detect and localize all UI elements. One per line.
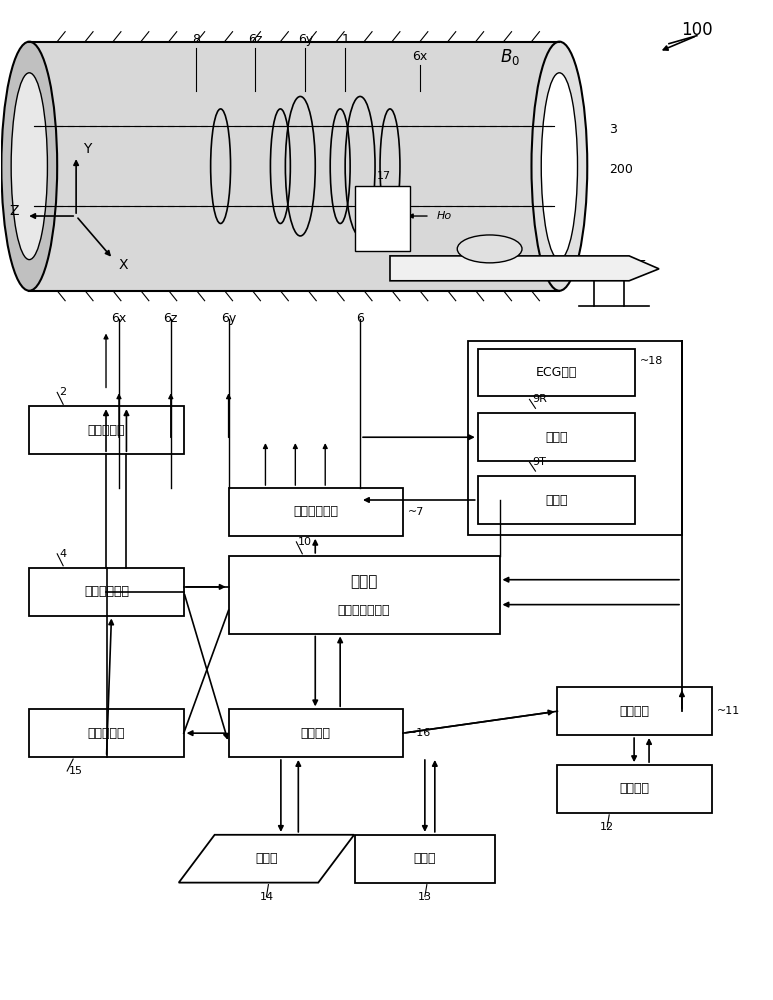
Text: 输入器: 输入器 — [255, 852, 278, 865]
Text: 13: 13 — [418, 892, 432, 902]
Text: 6: 6 — [356, 312, 364, 325]
Text: 声音发生器: 声音发生器 — [88, 727, 125, 740]
FancyBboxPatch shape — [29, 406, 184, 454]
FancyBboxPatch shape — [557, 687, 712, 735]
FancyBboxPatch shape — [29, 568, 184, 616]
FancyBboxPatch shape — [29, 709, 184, 757]
Text: 6z: 6z — [248, 33, 263, 46]
Ellipse shape — [532, 42, 587, 291]
Text: 6x: 6x — [111, 312, 127, 325]
FancyBboxPatch shape — [229, 556, 499, 634]
Text: Y: Y — [83, 142, 91, 156]
Text: 4: 4 — [60, 549, 66, 559]
Text: 6x: 6x — [412, 50, 427, 63]
Text: 主计算机: 主计算机 — [301, 727, 331, 740]
Text: 显示器: 显示器 — [414, 852, 436, 865]
FancyBboxPatch shape — [478, 349, 635, 396]
Text: 运算单元: 运算单元 — [620, 705, 649, 718]
Text: 9T: 9T — [533, 457, 547, 467]
Text: 9R: 9R — [533, 394, 547, 404]
Text: 200: 200 — [609, 163, 633, 176]
Text: 14: 14 — [260, 892, 274, 902]
FancyBboxPatch shape — [355, 835, 495, 883]
Text: 勾场线圈电源: 勾场线圈电源 — [84, 585, 129, 598]
Text: ~16: ~16 — [408, 728, 431, 738]
Ellipse shape — [11, 73, 47, 260]
Text: 12: 12 — [600, 822, 615, 832]
Text: 定序器: 定序器 — [350, 574, 378, 589]
FancyBboxPatch shape — [478, 413, 635, 461]
Ellipse shape — [458, 235, 522, 263]
Text: ~11: ~11 — [717, 706, 740, 716]
FancyBboxPatch shape — [229, 488, 403, 536]
Ellipse shape — [2, 42, 57, 291]
Text: 发送器: 发送器 — [545, 493, 567, 506]
FancyBboxPatch shape — [557, 765, 712, 813]
Text: 静磁场电源: 静磁场电源 — [88, 424, 125, 437]
Text: ~7: ~7 — [408, 507, 424, 517]
Text: （顺序控制器）: （顺序控制器） — [338, 604, 390, 617]
Text: ECG单元: ECG单元 — [536, 366, 577, 379]
Text: ~18: ~18 — [640, 356, 663, 366]
Text: X: X — [119, 258, 128, 272]
Text: 倾斜磁场电源: 倾斜磁场电源 — [293, 505, 339, 518]
Text: 10: 10 — [298, 537, 312, 547]
Text: 17: 17 — [377, 171, 391, 181]
FancyBboxPatch shape — [478, 476, 635, 524]
Text: 存储单元: 存储单元 — [620, 782, 649, 795]
Polygon shape — [179, 835, 354, 883]
FancyBboxPatch shape — [29, 42, 560, 291]
Text: 1: 1 — [341, 33, 349, 46]
Text: 2: 2 — [60, 387, 66, 397]
Text: Z: Z — [10, 204, 19, 218]
Text: 6z: 6z — [164, 312, 178, 325]
Text: 100: 100 — [681, 21, 713, 39]
Text: 8: 8 — [192, 33, 199, 46]
Text: 15: 15 — [69, 766, 83, 776]
Text: 6y: 6y — [221, 312, 237, 325]
Text: $B_0$: $B_0$ — [499, 47, 519, 67]
Text: 接收器: 接收器 — [545, 431, 567, 444]
FancyBboxPatch shape — [355, 186, 410, 251]
Ellipse shape — [541, 73, 577, 260]
Text: 3: 3 — [609, 123, 617, 136]
Text: 5: 5 — [639, 259, 647, 272]
FancyBboxPatch shape — [229, 709, 403, 757]
Text: 6y: 6y — [298, 33, 313, 46]
Text: Ho: Ho — [437, 211, 452, 221]
Polygon shape — [390, 256, 659, 281]
